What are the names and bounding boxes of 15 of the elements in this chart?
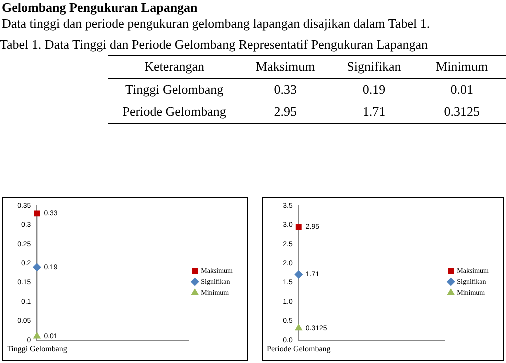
text: Signifikan bbox=[330, 56, 418, 78]
text: 2.95 bbox=[241, 101, 330, 124]
text: 1.71 bbox=[330, 101, 418, 124]
text: 0.01 bbox=[450, 81, 474, 99]
text: 0.3125 bbox=[418, 101, 506, 124]
text: 0.19 bbox=[362, 81, 387, 99]
text: Maksimum bbox=[241, 56, 330, 78]
text: Keterangan bbox=[108, 56, 242, 78]
text: 0.33 bbox=[273, 81, 298, 99]
text: Tabel 1. Data Tinggi dan Periode Gelombang Representatif Pengukuran Lapangan bbox=[0, 37, 429, 53]
text: Minimum bbox=[418, 56, 506, 78]
text: Tinggi Gelombang bbox=[124, 81, 225, 99]
text: Gelombang Pengukuran Lapangan bbox=[1, 0, 199, 15]
text: Data tinggi dan periode pengukuran gelombang lapangan disajikan dalam Tabel 1. bbox=[1, 15, 432, 33]
text: Periode Gelombang bbox=[108, 101, 242, 124]
